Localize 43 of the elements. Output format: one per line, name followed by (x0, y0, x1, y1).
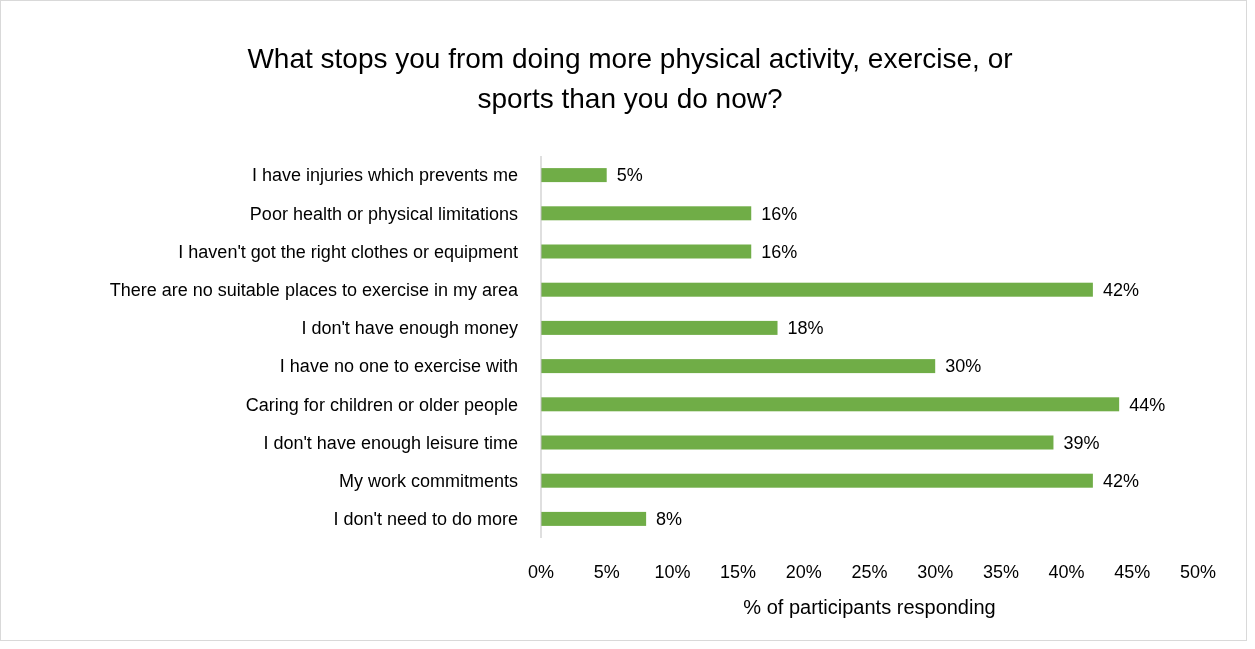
x-tick-label: 40% (1048, 562, 1085, 582)
y-tick-label: I don't have enough leisure time (263, 432, 518, 453)
x-tick-label: 0% (527, 562, 555, 582)
bar (541, 359, 936, 374)
x-tick-label: 45% (1114, 562, 1151, 582)
y-tick-label: My work commitments (338, 471, 518, 491)
bar (541, 397, 1120, 412)
y-tick-label: I have no one to exercise with (279, 356, 518, 377)
x-tick-label: 10% (654, 562, 691, 582)
bar (541, 206, 752, 221)
data-label: 16% (761, 203, 798, 224)
bar (541, 168, 607, 183)
x-tick-label: 20% (785, 562, 822, 582)
y-tick-label: I don't have enough money (301, 318, 518, 339)
x-tick-label: 30% (917, 562, 954, 582)
y-tick-label: I don't need to do more (333, 509, 518, 530)
data-label: 5% (616, 165, 643, 186)
data-label: 39% (1063, 432, 1100, 453)
y-tick-label: Caring for children or older people (245, 394, 518, 415)
data-label: 42% (1102, 280, 1139, 300)
y-tick-label: I have injuries which prevents me (251, 165, 518, 186)
x-tick-label: 50% (1179, 562, 1217, 582)
chart-title: What stops you from doing more physical activity, exercise, or sports than you do now? (247, 43, 1013, 114)
bar (541, 511, 647, 526)
x-tick-label: 15% (720, 562, 757, 582)
bar (541, 435, 1054, 450)
data-label: 42% (1102, 471, 1139, 491)
data-label: 44% (1129, 394, 1166, 415)
y-tick-label: Poor health or physical limitations (249, 203, 518, 224)
x-tick-label: 25% (851, 562, 888, 582)
bar (541, 244, 752, 259)
x-axis-title: % of participants responding (743, 596, 996, 618)
data-label: 18% (787, 318, 824, 339)
y-tick-label: I haven't got the right clothes or equipment (178, 241, 518, 262)
bar (541, 473, 1093, 488)
bar (541, 282, 1093, 297)
x-tick-label: 5% (593, 562, 620, 582)
data-label: 30% (945, 356, 982, 377)
x-tick-label: 35% (982, 562, 1019, 582)
y-tick-label: There are no suitable places to exercise in my area (109, 280, 519, 300)
data-label: 16% (761, 241, 798, 262)
data-label: 8% (656, 509, 683, 530)
bar (541, 320, 778, 335)
